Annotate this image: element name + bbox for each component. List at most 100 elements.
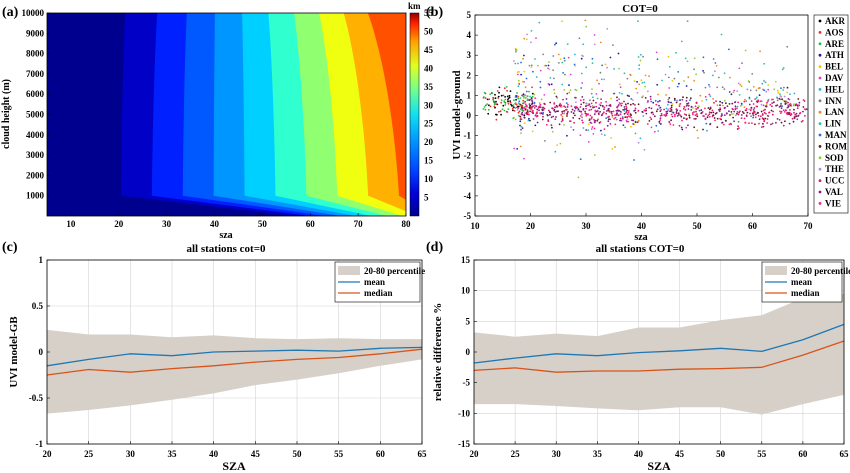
scatter-point bbox=[531, 95, 534, 98]
y-tick-label: 9000 bbox=[26, 28, 45, 38]
legend-marker bbox=[818, 156, 822, 160]
scatter-point bbox=[558, 53, 560, 56]
scatter-point bbox=[609, 105, 612, 107]
scatter-point bbox=[544, 140, 546, 142]
scatter-point bbox=[555, 116, 557, 118]
scatter-point bbox=[564, 73, 566, 76]
scatter-point bbox=[673, 99, 676, 101]
scatter-point bbox=[683, 117, 685, 119]
scatter-point bbox=[673, 97, 676, 100]
scatter-point bbox=[703, 71, 705, 74]
scatter-point bbox=[615, 114, 618, 116]
scatter-point bbox=[603, 78, 606, 81]
scatter-point bbox=[604, 63, 607, 66]
x-tick-label: 55 bbox=[757, 449, 767, 459]
scatter-point bbox=[605, 110, 608, 112]
legend-label: MAN bbox=[825, 130, 847, 140]
scatter-point bbox=[678, 105, 681, 108]
scatter-point bbox=[522, 57, 524, 60]
y-tick-label: 2 bbox=[467, 70, 472, 80]
scatter-point bbox=[508, 96, 511, 99]
scatter-point bbox=[679, 102, 682, 105]
scatter-point bbox=[553, 77, 555, 80]
scatter-point bbox=[744, 109, 747, 112]
legend-label: median bbox=[364, 288, 393, 298]
y-tick-label: -1 bbox=[464, 131, 472, 141]
scatter-point bbox=[760, 126, 763, 128]
scatter-point bbox=[536, 108, 539, 111]
scatter-point bbox=[562, 110, 565, 113]
scatter-point bbox=[655, 110, 658, 113]
scatter-point bbox=[510, 103, 512, 106]
scatter-point bbox=[757, 87, 760, 90]
scatter-point bbox=[705, 122, 708, 125]
scatter-point bbox=[708, 93, 711, 96]
scatter-point bbox=[659, 110, 662, 112]
scatter-point bbox=[612, 44, 614, 46]
scatter-point bbox=[619, 110, 622, 113]
scatter-point bbox=[639, 59, 642, 62]
scatter-point bbox=[502, 94, 505, 97]
scatter-point bbox=[708, 83, 710, 86]
scatter-point bbox=[533, 107, 536, 109]
scatter-point bbox=[745, 108, 748, 110]
scatter-point bbox=[597, 112, 600, 115]
scatter-point bbox=[723, 114, 726, 116]
scatter-point bbox=[706, 116, 709, 119]
scatter-point bbox=[502, 104, 505, 107]
scatter-point bbox=[531, 130, 534, 133]
scatter-point bbox=[752, 116, 754, 119]
scatter-point bbox=[573, 121, 575, 124]
scatter-point bbox=[605, 112, 608, 115]
mean-line bbox=[473, 323, 845, 364]
scatter-point bbox=[680, 40, 683, 43]
scatter-point bbox=[696, 113, 698, 116]
scatter-point bbox=[498, 91, 500, 94]
scatter-point bbox=[606, 28, 609, 30]
scatter-point bbox=[535, 105, 538, 108]
scatter-point bbox=[763, 119, 766, 121]
scatter-point bbox=[649, 95, 652, 98]
scatter-point bbox=[530, 41, 532, 44]
scatter-point bbox=[575, 105, 577, 108]
scatter-point bbox=[726, 105, 729, 108]
scatter-point bbox=[749, 89, 752, 92]
scatter-point bbox=[579, 134, 582, 137]
scatter-point bbox=[493, 105, 496, 108]
scatter-point bbox=[754, 123, 756, 126]
scatter-point bbox=[657, 100, 659, 103]
scatter-point bbox=[762, 109, 765, 112]
legend-marker bbox=[818, 190, 822, 194]
scatter-point bbox=[589, 99, 591, 102]
scatter-point bbox=[495, 118, 498, 121]
x-tick-label: 35 bbox=[593, 449, 603, 459]
scatter-point bbox=[733, 110, 736, 113]
scatter-point bbox=[642, 95, 645, 97]
scatter-point bbox=[551, 107, 553, 110]
scatter-point bbox=[793, 103, 795, 106]
scatter-point bbox=[542, 53, 544, 56]
scatter-point bbox=[781, 68, 784, 71]
scatter-point bbox=[642, 115, 645, 117]
legend-label: median bbox=[791, 288, 820, 298]
scatter-point bbox=[574, 88, 577, 91]
scatter-point bbox=[676, 85, 679, 88]
scatter-point bbox=[560, 120, 563, 123]
scatter-point bbox=[780, 102, 782, 105]
scatter-point bbox=[750, 115, 752, 118]
scatter-point bbox=[660, 112, 663, 115]
scatter-point bbox=[629, 113, 632, 115]
scatter-point bbox=[533, 101, 536, 104]
scatter-point bbox=[614, 146, 616, 148]
scatter-point bbox=[750, 100, 753, 102]
scatter-point bbox=[670, 110, 673, 113]
scatter-point bbox=[744, 121, 747, 124]
scatter-point bbox=[523, 94, 526, 97]
scatter-point bbox=[549, 77, 552, 79]
scatter-point bbox=[555, 42, 558, 45]
scatter-point bbox=[714, 62, 717, 64]
scatter-point bbox=[611, 114, 614, 117]
scatter-point bbox=[567, 103, 569, 106]
scatter-point bbox=[595, 93, 598, 95]
